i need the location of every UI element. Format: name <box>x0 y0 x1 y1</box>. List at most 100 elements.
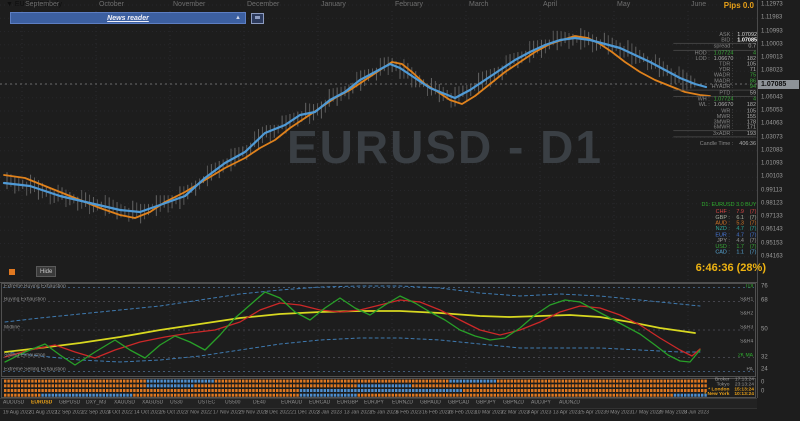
month-label: June <box>691 1 707 8</box>
session-clock-row: Broker 17:13:24 <box>704 377 754 382</box>
indicator-level-label: Extreme Selling Exhaustion <box>4 367 66 373</box>
data-window-label: MWR : <box>716 113 734 120</box>
session-clock-row: * London 15:13:24 <box>704 387 754 392</box>
strength-row: CAD : 1.1 (7) <box>701 249 756 255</box>
date-label: 16 Feb 2023 <box>422 410 451 416</box>
strength-value: 4.7 <box>735 232 744 238</box>
strength-period: (7) <box>749 226 756 232</box>
dropdown-arrow-icon: ▼ <box>6 1 13 8</box>
news-window-icon[interactable] <box>251 13 264 24</box>
data-window-row: Candle Time : 406:36 <box>673 141 756 147</box>
data-window-price: 1.06670 <box>713 102 734 108</box>
price-scale-label: 0.98123 <box>761 199 783 206</box>
chart-watermark: EURUSD - D1 <box>287 121 603 173</box>
symbol-tab[interactable]: GBPUSD <box>58 400 80 406</box>
date-label: 3 Jan 2023 <box>317 410 343 416</box>
date-label: 12 Sep 2022 <box>55 410 84 416</box>
indicator-line-label: S&R4 <box>739 339 753 345</box>
data-window-value: 178 <box>746 119 756 125</box>
symbol-tab[interactable]: AUDUSD <box>3 400 25 406</box>
pips-counter: Pips 0.0 <box>723 1 754 10</box>
symbol-tab[interactable]: US30 <box>169 400 183 406</box>
strength-value: 4.4 <box>735 237 744 244</box>
price-scale[interactable]: 1.12973 1.11983 1.10993 1.10003 1.09013 1.080… <box>757 0 800 398</box>
indicator-scale-label: 32 <box>761 354 768 361</box>
symbol-tab[interactable]: AUDNZD <box>559 400 581 406</box>
symbol-tab[interactable]: GBPNZD <box>503 400 525 406</box>
strength-value: 7.9 <box>735 209 744 215</box>
price-scale-label: 1.04063 <box>761 120 783 127</box>
news-reader-bar[interactable]: News reader ▲ <box>10 12 246 24</box>
symbol-tab[interactable]: GBPJPY <box>475 400 496 406</box>
month-label: September <box>25 1 60 8</box>
symbol-tab[interactable]: EURJPY <box>364 400 385 406</box>
symbol-tab[interactable]: US500 <box>225 400 241 406</box>
symbol-tab[interactable]: AUDJPY <box>531 400 552 406</box>
indicator-line-label: TDI <box>744 284 753 290</box>
date-label: 3 Apr 2023 <box>527 410 552 416</box>
symbol-tab[interactable]: USTEC <box>197 400 215 406</box>
strength-row: NZD : 4.7 (7) <box>701 226 756 232</box>
window-glyph <box>255 16 260 19</box>
date-label: 7 Nov 2022 <box>186 410 213 416</box>
collapse-arrow-icon[interactable]: ▲ <box>235 15 241 21</box>
date-label: 4 Oct 2022 <box>107 410 133 416</box>
data-window-value: 1.07092 <box>737 32 758 38</box>
currency-code: AUD : <box>714 220 730 227</box>
price-scale-label: 0.97133 <box>761 213 783 220</box>
indicator-line-label: PA <box>746 367 753 373</box>
symbol-tab[interactable]: EURCAD <box>308 400 331 406</box>
price-scale-label: 0.96143 <box>761 226 783 233</box>
symbol-tab[interactable]: GBPAUD <box>420 400 441 406</box>
strength-value: 5.3 <box>735 220 744 227</box>
data-window-row: PTD : 59 <box>673 90 756 97</box>
price-scale-label: 1.00103 <box>761 173 783 180</box>
data-window-label: YDR : <box>718 67 734 73</box>
session-time: 17:13:24 <box>734 376 754 382</box>
currency-code: CAD : <box>714 249 730 255</box>
month-label: January <box>321 1 346 8</box>
symbol-tab-active[interactable]: EURUSD <box>30 400 53 406</box>
chart-canvas[interactable] <box>0 0 757 398</box>
data-window-row: HOD :1.07724 4 <box>673 50 756 56</box>
data-window-value: 182 <box>746 102 756 108</box>
price-scale-label: 0.95153 <box>761 239 783 246</box>
symbol-tab[interactable]: EURNZD <box>392 400 414 406</box>
hide-button[interactable]: Hide <box>36 266 57 277</box>
symbol-tab[interactable]: XAUUSD <box>114 400 136 406</box>
data-window-value: 59 <box>749 90 756 96</box>
strength-row: JPY : 4.4 (7) <box>701 238 756 244</box>
data-window-row: TDR : 105 <box>673 62 756 68</box>
data-window-label: WH : <box>697 96 710 103</box>
indicator-level-label: Extreme Buying Exhaustion <box>4 284 66 290</box>
data-window-value: 406:36 <box>739 141 756 148</box>
data-window-value: 86 <box>749 78 756 84</box>
data-window-value: 1.07085 <box>737 37 758 44</box>
date-label: 17 Nov 2022 <box>212 410 242 416</box>
data-window-row: WR : 105 <box>673 108 756 114</box>
indicator-color-swatch <box>9 269 15 275</box>
session-clock-row: * New York 10:13:24 <box>704 391 754 396</box>
date-label: 13 Apr 2023 <box>553 410 581 416</box>
currency-code: JPY : <box>716 237 730 244</box>
symbol-tab[interactable]: GBPCAD <box>447 400 470 406</box>
news-reader-link[interactable]: News reader <box>107 14 149 22</box>
date-label: 31 Aug 2022 <box>29 410 58 416</box>
currency-code: USD : <box>714 243 730 250</box>
strength-period: (7) <box>749 214 756 221</box>
strength-period: (7) <box>749 249 756 255</box>
data-window-label: LOD : <box>695 56 710 62</box>
date-label: 29 May 2023 <box>658 410 688 416</box>
data-window-row: 6MWR : 171 <box>673 125 756 132</box>
symbol-tab[interactable]: EURGBP <box>336 400 358 406</box>
strength-period: (7) <box>749 237 756 244</box>
indicator-line-label: 2K MA <box>737 353 753 359</box>
data-window-label: WL : <box>698 102 710 108</box>
symbol-tab[interactable]: EURAUD <box>281 400 303 406</box>
data-window-value: 105 <box>746 61 756 68</box>
symbol-tab[interactable]: XAGUSD <box>142 400 164 406</box>
symbol-tab[interactable]: DXY_M3 <box>86 400 107 406</box>
data-window-price: 1.07724 <box>713 50 734 56</box>
symbol-tab[interactable]: DE40 <box>253 400 266 406</box>
